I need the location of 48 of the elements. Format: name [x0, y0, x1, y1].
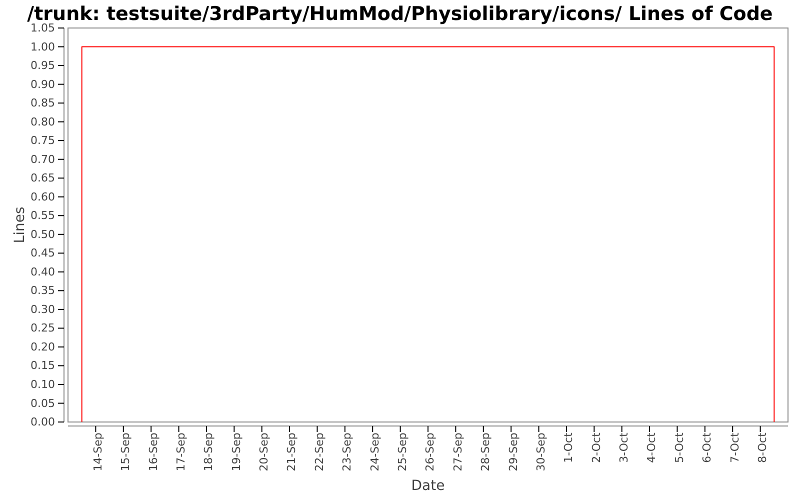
x-tick-label: 20-Sep: [258, 432, 271, 472]
x-tick-label: 14-Sep: [91, 432, 104, 472]
x-tick-label: 25-Sep: [396, 432, 410, 472]
y-tick-label: 0.90: [30, 78, 55, 91]
y-tick-label: 0.40: [30, 265, 55, 278]
y-tick-label: 0.70: [30, 152, 55, 166]
x-tick-label: 18-Sep: [202, 432, 216, 472]
x-tick-label: 27-Sep: [451, 432, 464, 472]
x-tick-label: 26-Sep: [424, 432, 437, 472]
y-tick-label: 0.50: [30, 228, 55, 241]
y-tick-label: 0.75: [30, 134, 55, 148]
y-tick-label: 0.85: [30, 96, 55, 110]
y-tick-label: 1.00: [30, 40, 55, 54]
x-tick-label: 29-Sep: [506, 432, 520, 472]
x-tick-label: 30-Sep: [534, 432, 548, 472]
x-tick-label: 19-Sep: [230, 432, 243, 472]
x-tick-label: 23-Sep: [340, 432, 354, 472]
y-tick-label: 0.05: [30, 396, 55, 410]
y-tick-label: 0.15: [30, 359, 55, 372]
x-tick-label: 28-Sep: [479, 432, 492, 472]
y-tick-label: 0.60: [30, 190, 55, 204]
y-tick-label: 0.80: [30, 115, 55, 128]
y-axis-title: Lines: [12, 206, 28, 244]
x-tick-label: 5-Oct: [672, 432, 686, 463]
y-tick-label: 0.95: [30, 59, 55, 72]
y-tick-label: 0.45: [30, 246, 55, 260]
x-tick-label: 2-Oct: [590, 432, 603, 463]
x-tick-label: 1-Oct: [562, 432, 576, 463]
y-tick-label: 0.10: [30, 378, 55, 391]
y-tick-label: 0.65: [30, 172, 55, 185]
x-tick-label: 7-Oct: [728, 432, 742, 463]
x-tick-label: 22-Sep: [312, 432, 326, 472]
x-tick-label: 24-Sep: [368, 432, 382, 472]
y-tick-label: 0.35: [30, 284, 55, 298]
x-tick-label: 4-Oct: [645, 432, 658, 463]
y-tick-label: 0.25: [30, 322, 55, 335]
y-tick-label: 0.20: [30, 340, 55, 354]
y-tick-label: 0.30: [30, 302, 55, 316]
x-tick-label: 16-Sep: [146, 432, 160, 472]
x-tick-label: 17-Sep: [174, 432, 188, 472]
x-tick-label: 8-Oct: [756, 432, 770, 463]
x-tick-label: 3-Oct: [618, 432, 631, 463]
x-tick-label: 21-Sep: [285, 432, 298, 472]
x-axis-title: Date: [411, 478, 445, 494]
x-tick-label: 15-Sep: [119, 432, 132, 472]
y-tick-label: 0.55: [30, 209, 55, 222]
x-tick-label: 6-Oct: [700, 432, 714, 463]
y-tick-label: 0.00: [30, 416, 55, 429]
